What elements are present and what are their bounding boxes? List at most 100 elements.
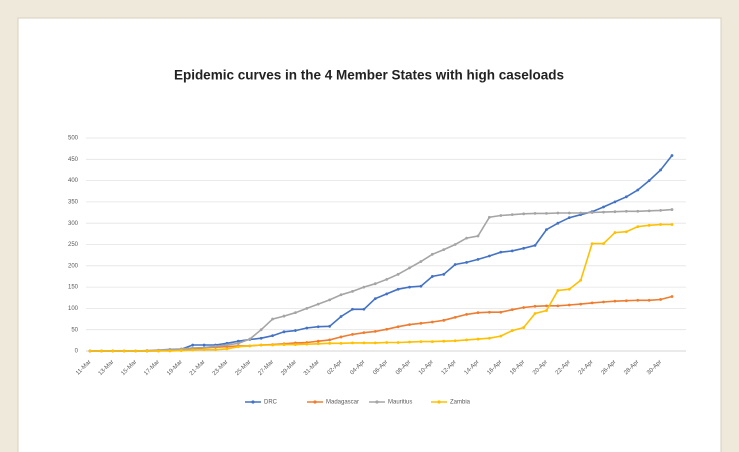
point-marker	[271, 334, 274, 338]
legend-label: DRC	[264, 400, 278, 406]
point-marker	[647, 223, 651, 227]
point-marker	[214, 348, 217, 352]
point-marker	[465, 260, 468, 264]
point-marker	[533, 243, 537, 247]
point-marker	[191, 348, 195, 352]
point-marker	[453, 243, 457, 246]
point-marker	[351, 341, 354, 345]
point-marker	[430, 252, 434, 256]
point-marker	[453, 315, 457, 319]
point-marker	[328, 338, 332, 342]
point-marker	[442, 248, 446, 252]
point-marker	[624, 209, 628, 213]
point-marker	[602, 210, 605, 214]
point-marker	[282, 330, 286, 334]
point-marker	[271, 317, 274, 321]
point-marker	[613, 210, 617, 214]
point-marker	[294, 329, 297, 332]
point-marker	[476, 337, 480, 341]
point-marker	[556, 289, 560, 292]
point-marker	[624, 299, 628, 303]
point-marker	[248, 337, 252, 341]
point-marker	[225, 343, 229, 347]
chart-title: Epidemic curves in the 4 Member States w…	[174, 68, 564, 83]
point-marker	[396, 287, 400, 291]
point-marker	[465, 236, 468, 240]
point-marker	[488, 310, 491, 314]
point-marker	[545, 212, 548, 215]
point-marker	[248, 344, 252, 348]
point-marker	[522, 212, 526, 216]
point-marker	[567, 287, 571, 291]
point-marker	[602, 242, 605, 246]
point-marker	[545, 309, 548, 312]
point-marker	[590, 242, 594, 246]
point-marker	[282, 314, 286, 318]
point-marker	[373, 341, 377, 345]
point-marker	[476, 311, 480, 315]
point-marker	[659, 223, 662, 226]
point-marker	[305, 342, 309, 346]
y-tick-label: 250	[68, 242, 79, 248]
point-marker	[316, 339, 320, 343]
point-marker	[465, 312, 468, 316]
y-tick-label: 450	[68, 157, 79, 163]
point-marker	[567, 303, 571, 307]
point-marker	[579, 278, 583, 282]
point-marker	[510, 308, 514, 312]
point-marker	[556, 211, 560, 215]
point-marker	[236, 339, 240, 343]
point-marker	[122, 349, 126, 353]
point-marker	[214, 344, 217, 348]
point-marker	[351, 332, 354, 336]
point-marker	[579, 211, 583, 215]
point-marker	[259, 343, 263, 347]
y-tick-label: 500	[68, 136, 79, 142]
point-marker	[339, 315, 343, 318]
point-marker	[647, 298, 651, 302]
point-marker	[670, 295, 674, 298]
y-tick-label: 200	[68, 263, 79, 269]
y-tick-label: 100	[68, 306, 79, 312]
point-marker	[624, 230, 628, 234]
point-marker	[590, 301, 594, 305]
point-marker	[408, 323, 411, 326]
point-marker	[419, 321, 423, 325]
point-marker	[419, 260, 423, 263]
series-line	[90, 295, 673, 352]
point-marker	[670, 154, 674, 157]
point-marker	[305, 326, 309, 330]
point-marker	[602, 205, 605, 209]
point-marker	[533, 304, 537, 308]
point-marker	[385, 278, 389, 281]
point-marker	[624, 195, 628, 199]
point-marker	[453, 339, 457, 343]
point-marker	[88, 349, 92, 353]
point-marker	[522, 326, 526, 329]
point-marker	[613, 299, 617, 303]
y-tick-label: 300	[68, 221, 79, 227]
point-marker	[442, 318, 446, 322]
point-marker	[499, 214, 503, 217]
point-marker	[316, 302, 320, 306]
point-marker	[488, 215, 491, 219]
point-marker	[236, 345, 240, 349]
point-marker	[419, 284, 423, 288]
point-marker	[259, 336, 263, 340]
legend-marker	[251, 400, 255, 404]
point-marker	[100, 349, 103, 353]
point-marker	[442, 272, 446, 276]
y-tick-label: 0	[75, 349, 79, 355]
legend-label: Madagascar	[326, 400, 359, 406]
point-marker	[339, 341, 343, 345]
point-marker	[545, 304, 548, 308]
point-marker	[430, 340, 434, 344]
point-marker	[567, 211, 571, 215]
point-marker	[316, 325, 320, 329]
point-marker	[533, 212, 537, 215]
point-marker	[351, 289, 354, 293]
point-marker	[636, 298, 640, 302]
point-marker	[385, 327, 389, 331]
y-tick-label: 350	[68, 199, 79, 205]
point-marker	[545, 228, 548, 231]
